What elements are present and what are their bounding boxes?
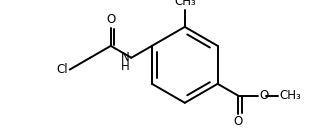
Text: O: O (234, 115, 243, 128)
Text: O: O (106, 13, 116, 26)
Text: Cl: Cl (57, 63, 68, 76)
Text: CH₃: CH₃ (174, 0, 196, 8)
Text: O: O (260, 89, 269, 102)
Text: H: H (121, 59, 130, 72)
Text: N: N (121, 51, 130, 64)
Text: CH₃: CH₃ (279, 89, 301, 102)
